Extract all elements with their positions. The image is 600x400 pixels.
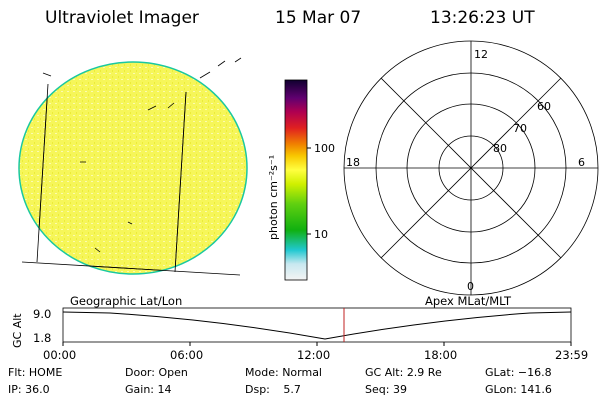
- status-flt: Flt: HOME: [8, 366, 63, 379]
- earth-disk-image: [18, 57, 248, 276]
- orbit-xtick: 12:00: [297, 348, 331, 362]
- status-door: Door: Open: [125, 366, 188, 379]
- orbit-ytick-max: 9.0: [33, 307, 52, 321]
- polar-grid: [343, 40, 599, 296]
- mlt-label-0: 0: [467, 280, 474, 293]
- orbit-ytick-min: 1.8: [33, 331, 52, 345]
- status-seq: Seq: 39: [365, 383, 407, 396]
- orbit-xtick: 06:00: [170, 348, 204, 362]
- orbit-ylabel: GC Alt: [11, 313, 24, 348]
- orbit-xtick: 23:59: [555, 348, 589, 362]
- mlt-label-12: 12: [474, 48, 488, 61]
- status-gc-alt: GC Alt: 2.9 Re: [365, 366, 442, 379]
- colorbar-tick-100: 100: [314, 142, 335, 155]
- status-dsp: Dsp: 5.7: [245, 383, 301, 396]
- date-label: 15 Mar 07: [275, 8, 362, 28]
- lat-label-60: 60: [537, 100, 551, 113]
- status-glon: GLon: 141.6: [485, 383, 552, 396]
- lat-label-80: 80: [493, 142, 507, 155]
- geographic-caption: Geographic Lat/Lon: [70, 294, 183, 308]
- status-ip: IP: 36.0: [8, 383, 50, 396]
- orbit-plot: [62, 307, 572, 346]
- lat-label-70: 70: [513, 122, 527, 135]
- status-mode: Mode: Normal: [245, 366, 322, 379]
- mlt-label-18: 18: [346, 156, 360, 169]
- colorbar: [284, 79, 311, 281]
- orbit-xtick: 00:00: [43, 348, 77, 362]
- apex-caption: Apex MLat/MLT: [425, 294, 512, 308]
- status-gain: Gain: 14: [125, 383, 172, 396]
- colorbar-unit-label: photon cm⁻²s⁻¹: [267, 155, 280, 240]
- orbit-xtick: 18:00: [424, 348, 458, 362]
- colorbar-tick-10: 10: [314, 228, 328, 241]
- time-label: 13:26:23 UT: [430, 8, 535, 28]
- instrument-title: Ultraviolet Imager: [45, 8, 199, 28]
- mlt-label-6: 6: [578, 156, 585, 169]
- status-glat: GLat: −16.8: [485, 366, 552, 379]
